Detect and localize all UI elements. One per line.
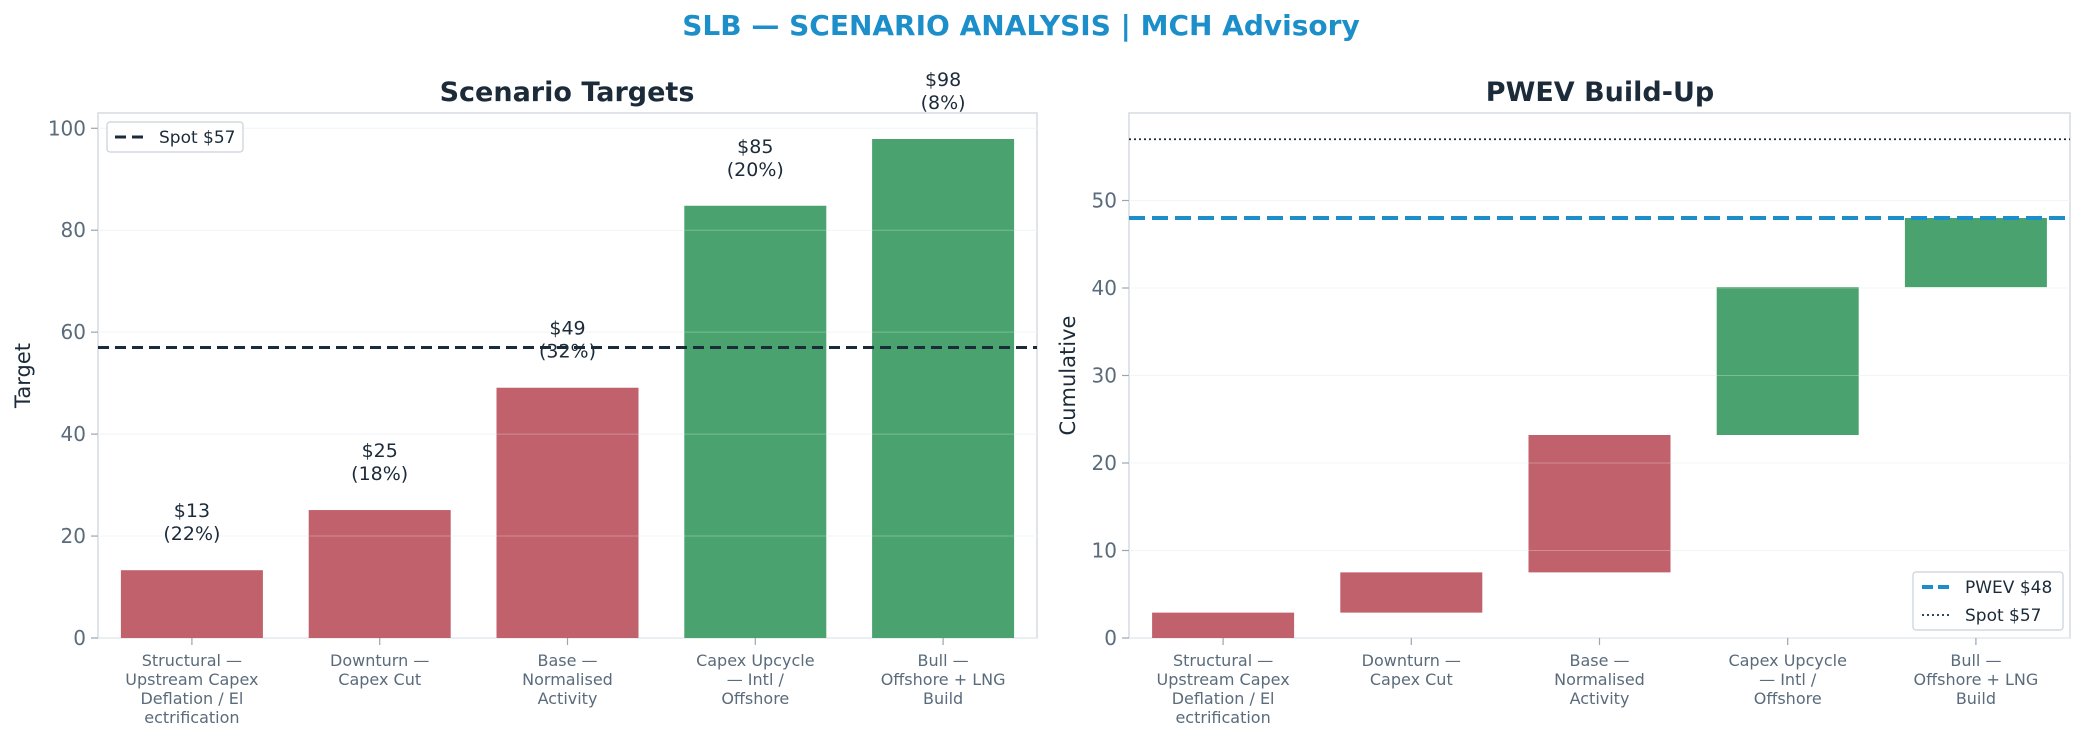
pwev-buildup-panel: PWEV Build-Up 0 10 20 30 40 50 Cumulative Struct…: [1056, 77, 2071, 727]
bar: [1340, 572, 1483, 613]
x-tick-label: ectrification: [1175, 708, 1270, 727]
data-label-probability: (20%): [727, 159, 784, 181]
x-tick-label: Downturn —: [330, 651, 429, 670]
y-tick-label: 100: [48, 116, 86, 140]
x-tick-label: — Intl /: [727, 670, 785, 689]
x-tick-label: Offshore: [1754, 689, 1822, 708]
x-tick-label: ectrification: [144, 708, 239, 727]
panel-title: PWEV Build-Up: [1486, 77, 1714, 108]
panel-title: Scenario Targets: [440, 77, 695, 108]
scenario-targets-panel: Scenario Targets 0 20 40 60 80 100 Target Struct…: [11, 69, 1038, 727]
x-tick-label: Build: [923, 689, 963, 708]
data-label-probability: (22%): [163, 523, 220, 545]
data-label-probability: (32%): [539, 341, 596, 363]
x-tick-label: Normalised: [1554, 670, 1645, 689]
y-tick-label: 40: [1092, 276, 1117, 300]
y-tick-label: 50: [1092, 189, 1117, 213]
bar: [872, 138, 1015, 638]
figure-title: SLB — SCENARIO ANALYSIS | MCH Advisory: [682, 9, 1359, 42]
data-label-value: $85: [737, 136, 773, 158]
x-tick-label: Bull —: [1950, 651, 2001, 670]
x-tick-label: Capex Cut: [338, 670, 421, 689]
y-tick-label: 10: [1092, 539, 1117, 563]
data-label-value: $98: [925, 69, 961, 91]
x-tick-label: Base —: [1569, 651, 1629, 670]
x-tick-label: Offshore + LNG: [1913, 670, 2038, 689]
y-axis-label: Target: [11, 343, 35, 409]
bar: [120, 570, 263, 638]
legend-label: Spot $57: [159, 128, 236, 148]
y-axis-label: Cumulative: [1056, 316, 1080, 436]
y-tick-label: 60: [61, 320, 86, 344]
x-tick-label: Deflation / El: [140, 689, 243, 708]
data-label-value: $49: [549, 318, 585, 340]
data-label-value: $13: [174, 500, 210, 522]
y-tick-label: 0: [1104, 626, 1117, 650]
y-tick-label: 80: [61, 218, 86, 242]
data-label-probability: (18%): [351, 463, 408, 485]
x-tick-label: Build: [1956, 689, 1996, 708]
y-tick-label: 20: [1092, 451, 1117, 475]
x-tick-label: Upstream Capex: [125, 670, 258, 689]
x-tick-label: Capex Upcycle: [696, 651, 814, 670]
bar: [496, 387, 639, 638]
legend-box: [106, 121, 244, 153]
x-tick-label: Structural —: [142, 651, 242, 670]
bar: [1152, 612, 1295, 638]
y-tick-label: 30: [1092, 364, 1117, 388]
bar: [1528, 435, 1671, 573]
x-tick-label: Capex Upcycle: [1728, 651, 1846, 670]
x-tick-label: Downturn —: [1362, 651, 1461, 670]
x-tick-label: Upstream Capex: [1157, 670, 1290, 689]
data-label-value: $25: [362, 440, 398, 462]
x-tick-label: Deflation / El: [1172, 689, 1275, 708]
x-tick-label: Bull —: [918, 651, 969, 670]
x-tick-label: Base —: [537, 651, 597, 670]
x-tick-label: Activity: [538, 689, 598, 708]
x-tick-label: — Intl /: [1759, 670, 1817, 689]
legend-label: Spot $57: [1965, 606, 2042, 626]
y-tick-label: 40: [61, 422, 86, 446]
x-tick-label: Offshore + LNG: [881, 670, 1006, 689]
data-label-probability: (8%): [921, 92, 966, 114]
y-tick-label: 20: [61, 524, 86, 548]
bar: [1716, 287, 1859, 435]
bar: [684, 205, 827, 639]
x-tick-label: Activity: [1570, 689, 1630, 708]
x-tick-label: Capex Cut: [1370, 670, 1453, 689]
bar: [1904, 218, 2047, 288]
x-tick-label: Offshore: [721, 689, 789, 708]
y-tick-label: 0: [73, 626, 86, 650]
bar: [308, 510, 451, 638]
legend-box: [1912, 571, 2064, 631]
legend-label: PWEV $48: [1965, 578, 2052, 598]
x-tick-label: Structural —: [1173, 651, 1273, 670]
x-tick-label: Normalised: [522, 670, 613, 689]
